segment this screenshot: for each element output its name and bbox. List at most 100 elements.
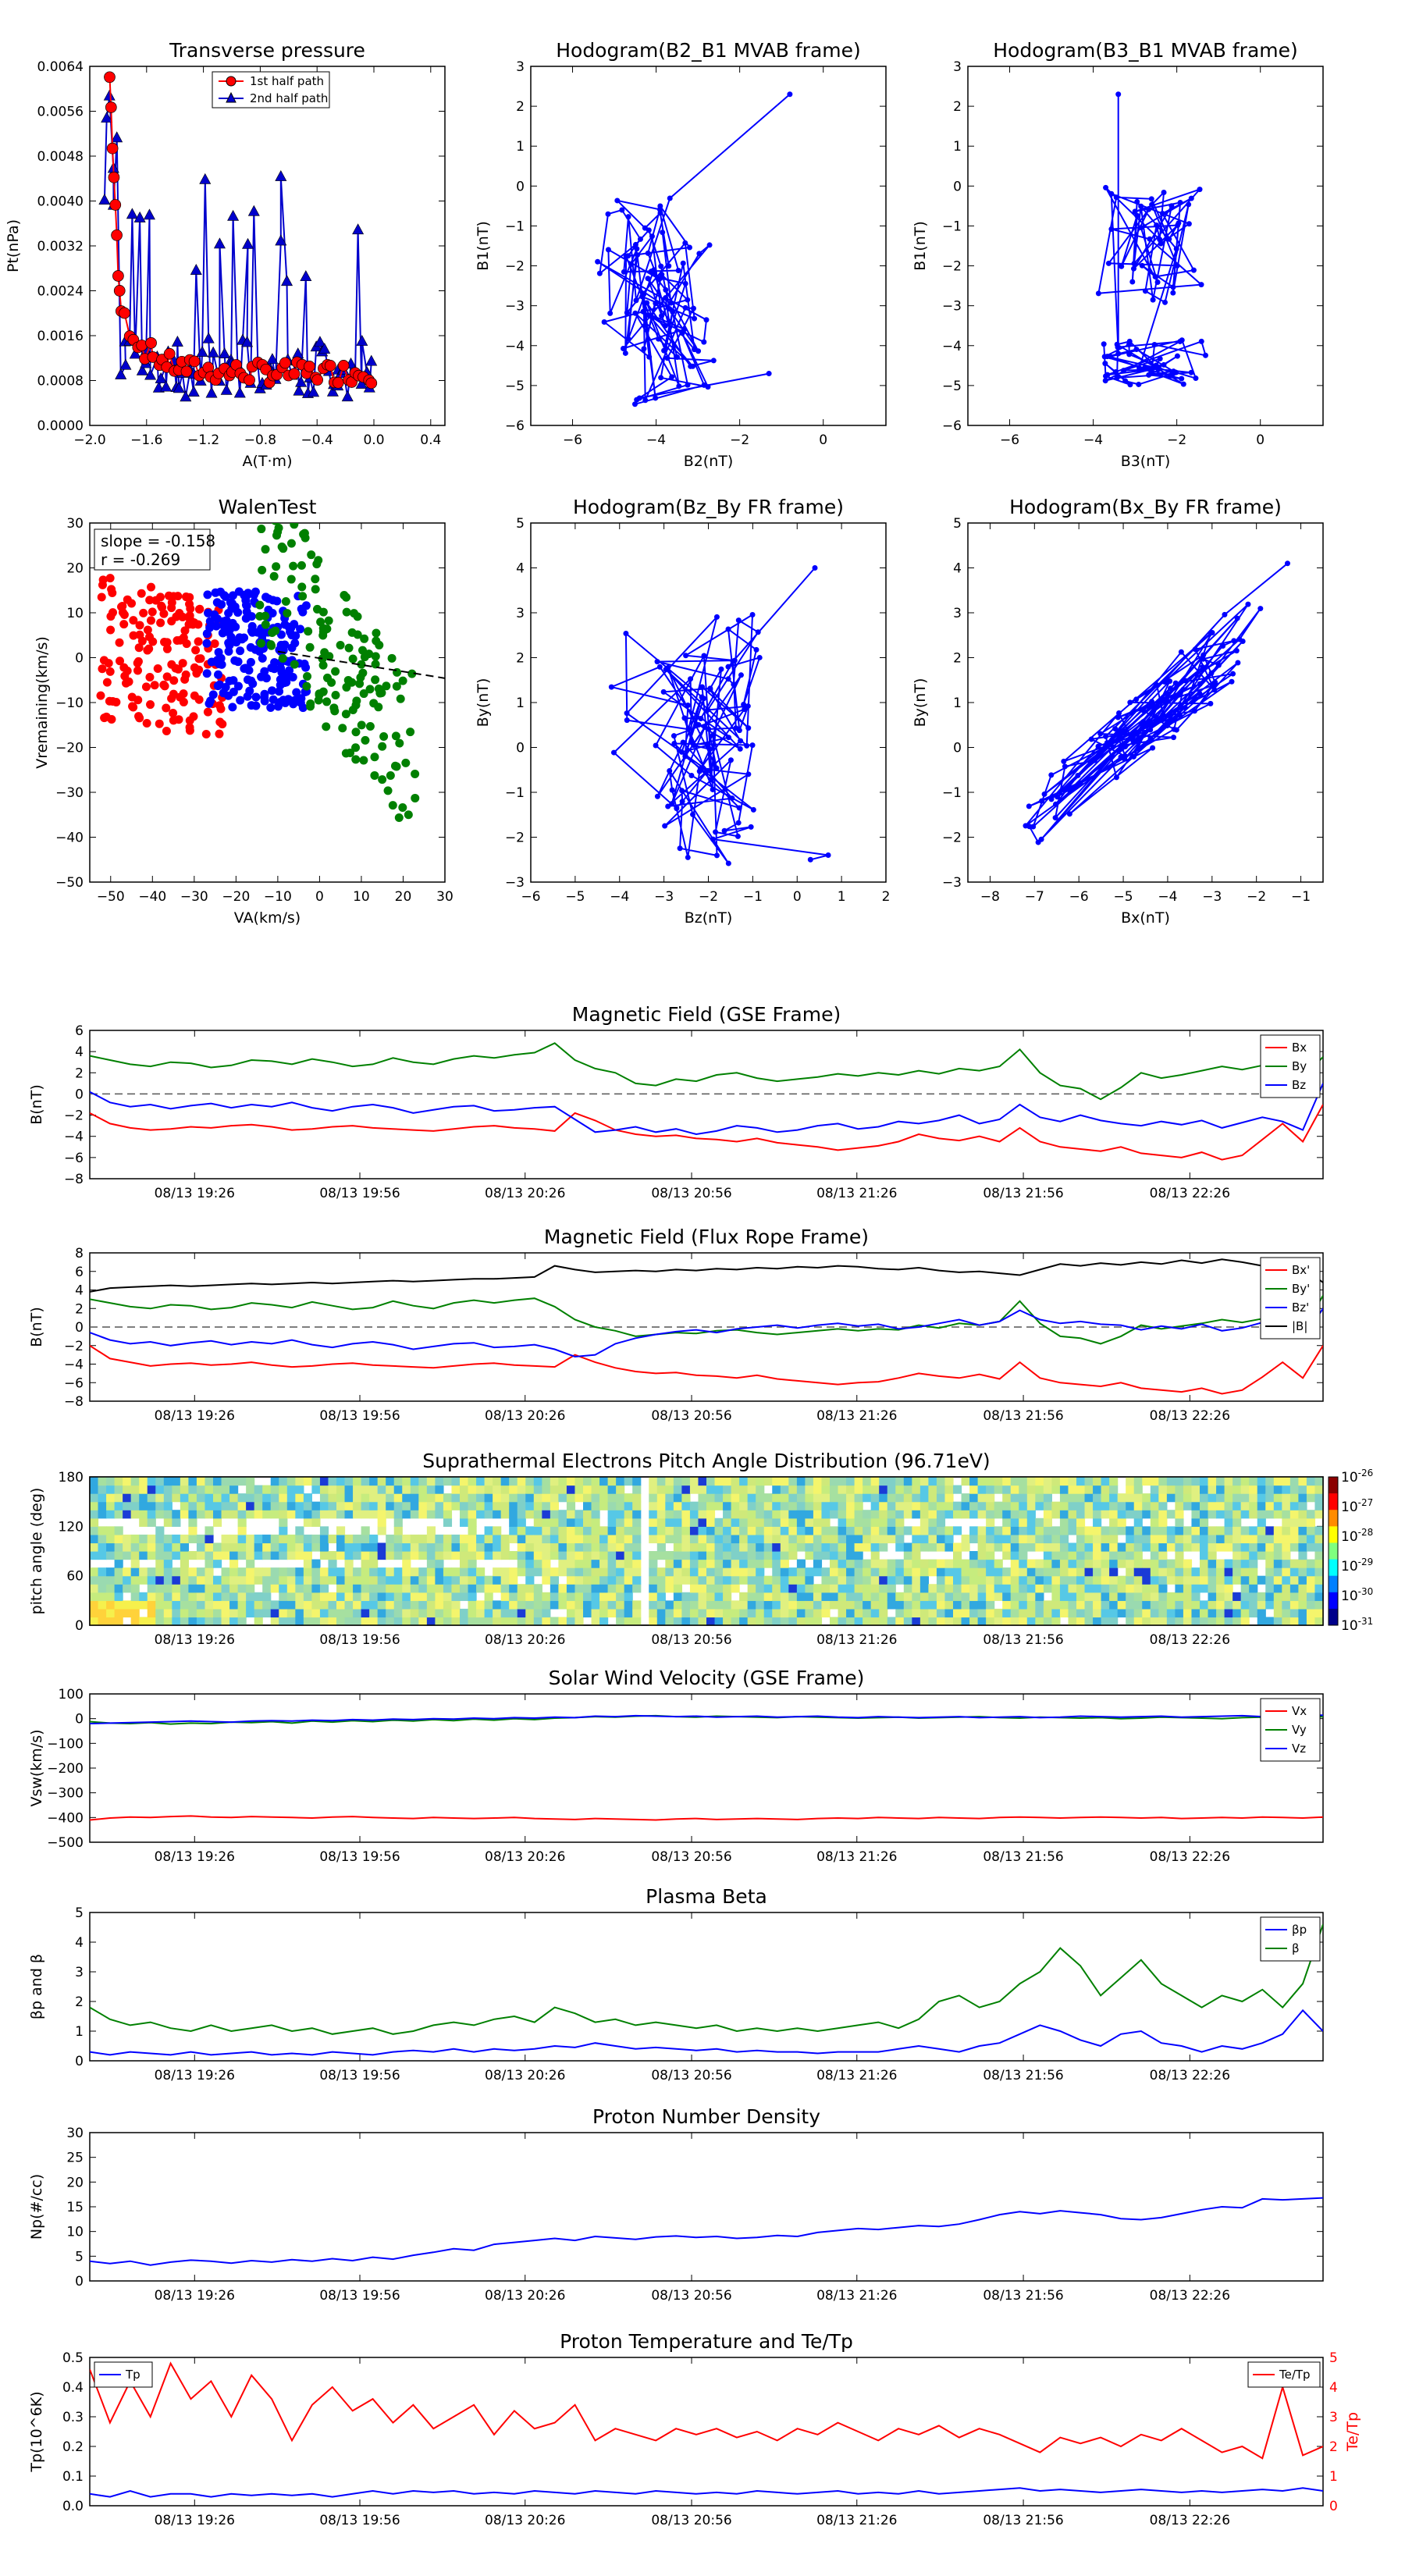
heatmap-cell [1232, 1501, 1242, 1510]
heatmap-cell [1208, 1559, 1217, 1568]
heatmap-cell [1142, 1542, 1151, 1552]
heatmap-cell [418, 1534, 428, 1544]
heatmap-cell [689, 1534, 699, 1544]
heatmap-cell [805, 1575, 814, 1585]
hodogram-point [658, 263, 664, 269]
heatmap-cell [1142, 1501, 1151, 1510]
walen-point-red [178, 659, 187, 668]
heatmap-cell [1010, 1517, 1019, 1527]
heatmap-cell [336, 1600, 346, 1610]
walen-point-red [98, 580, 107, 589]
heatmap-cell [756, 1584, 765, 1593]
heatmap-cell [1117, 1493, 1126, 1503]
heatmap-cell [509, 1485, 518, 1494]
heatmap-cell [624, 1559, 633, 1568]
heatmap-cell [1093, 1493, 1102, 1503]
heatmap-cell [377, 1617, 386, 1626]
heatmap-cell [229, 1493, 239, 1503]
data-point-2nd-half [207, 346, 219, 358]
heatmap-cell [656, 1526, 666, 1535]
walen-point-green [325, 652, 334, 661]
heatmap-cell [213, 1485, 222, 1494]
heatmap-cell [1059, 1477, 1069, 1486]
x-tick-label: −1.2 [187, 432, 219, 448]
heatmap-cell [1076, 1534, 1086, 1544]
heatmap-cell [887, 1510, 896, 1519]
heatmap-cell [361, 1600, 370, 1610]
heatmap-cell [649, 1567, 658, 1577]
heatmap-cell [1142, 1567, 1151, 1577]
heatmap-cell [1166, 1592, 1176, 1601]
heatmap-cell [739, 1608, 749, 1618]
heatmap-cell [599, 1493, 609, 1503]
heatmap-cell [870, 1517, 880, 1527]
walen-point-blue [230, 656, 240, 665]
heatmap-cell [1109, 1510, 1119, 1519]
heatmap-cell [435, 1567, 444, 1577]
heatmap-cell [919, 1584, 929, 1593]
heatmap-cell [714, 1485, 724, 1494]
heatmap-cell [254, 1608, 263, 1618]
heatmap-cell [1059, 1567, 1069, 1577]
y-tick-label: −4 [64, 1130, 84, 1145]
heatmap-cell [533, 1517, 542, 1527]
heatmap-cell [1158, 1575, 1168, 1585]
heatmap-cell [632, 1485, 642, 1494]
heatmap-cell [1249, 1485, 1258, 1494]
heatmap-cell [1249, 1592, 1258, 1601]
legend-label: Vz [1292, 1742, 1306, 1756]
heatmap-cell [821, 1526, 831, 1535]
heatmap-cell [229, 1559, 239, 1568]
heatmap-cell [468, 1493, 477, 1503]
heatmap-cell [879, 1493, 888, 1503]
walen-point-red [167, 617, 176, 626]
y-tick-label: 2 [953, 651, 962, 667]
heatmap-cell [344, 1617, 354, 1626]
heatmap-cell [1249, 1501, 1258, 1510]
y-tick-label: 25 [66, 2151, 84, 2166]
y-tick-label: −3 [505, 299, 525, 315]
heatmap-cell [953, 1501, 962, 1510]
heatmap-cell [1068, 1567, 1077, 1577]
y-tick-label: 0 [953, 179, 962, 194]
heatmap-cell [1142, 1477, 1151, 1486]
walen-point-green [314, 696, 323, 705]
colorbar-frame [1328, 1476, 1339, 1626]
heatmap-cell [854, 1534, 863, 1544]
heatmap-cell [386, 1575, 395, 1585]
walen-point-green [411, 793, 420, 802]
heatmap-cell [838, 1493, 847, 1503]
walen-point-blue [207, 657, 216, 667]
heatmap-cell [838, 1567, 847, 1577]
heatmap-cell [286, 1485, 296, 1494]
hodogram-point [682, 753, 688, 760]
heatmap-cell [846, 1534, 855, 1544]
heatmap-cell [698, 1526, 707, 1535]
heatmap-cell [747, 1551, 756, 1560]
heatmap-cell [451, 1551, 461, 1560]
heatmap-cell [1216, 1567, 1225, 1577]
heatmap-cell [756, 1575, 765, 1585]
heatmap-cell [254, 1485, 263, 1494]
heatmap-cell [1158, 1510, 1168, 1519]
heatmap-cell [1249, 1477, 1258, 1486]
heatmap-cell [451, 1584, 461, 1593]
heatmap-cell [353, 1534, 362, 1544]
heatmap-cell [986, 1534, 995, 1544]
heatmap-cell [1035, 1559, 1044, 1568]
heatmap-cell [1026, 1575, 1036, 1585]
heatmap-cell [550, 1584, 559, 1593]
heatmap-cell [402, 1592, 411, 1601]
heatmap-cell [813, 1485, 823, 1494]
heatmap-cell [1208, 1551, 1217, 1560]
walen-point-blue [203, 590, 212, 600]
heatmap-cell [624, 1542, 633, 1552]
heatmap-cell [1117, 1600, 1126, 1610]
heatmap-cell [821, 1584, 831, 1593]
hodogram-point [1208, 700, 1214, 706]
walen-point-blue [202, 639, 212, 648]
heatmap-cell [714, 1592, 724, 1601]
legend-box [1260, 1257, 1321, 1340]
heatmap-cell [1101, 1592, 1110, 1601]
walen-point-blue [232, 638, 241, 647]
